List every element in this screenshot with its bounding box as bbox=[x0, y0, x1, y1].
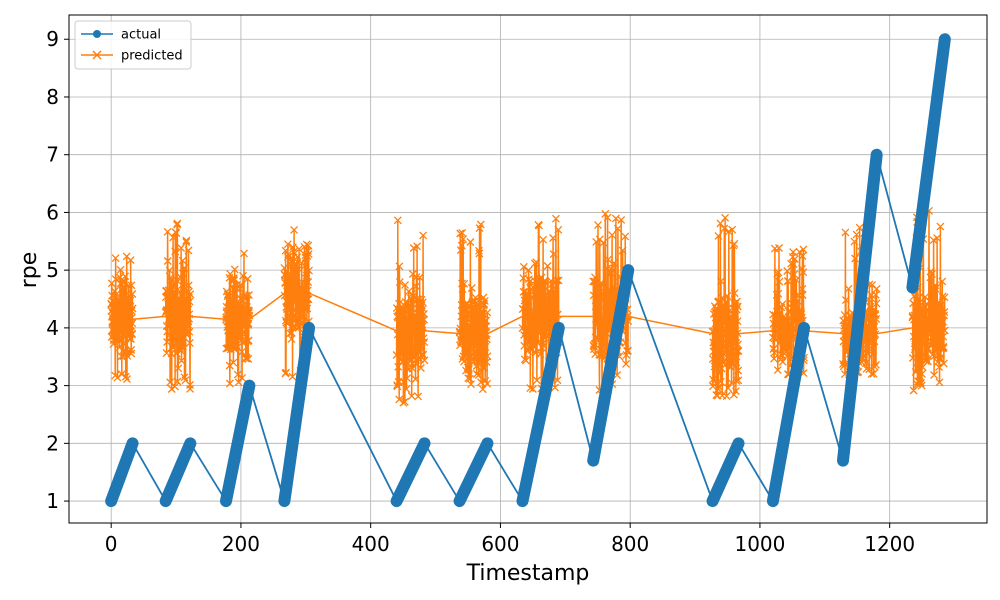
legend-marker-circle bbox=[93, 30, 101, 38]
actual-segment bbox=[766, 321, 811, 508]
series-actual bbox=[105, 33, 951, 508]
predicted-markers bbox=[280, 225, 313, 382]
actual-segment bbox=[516, 321, 565, 508]
predicted-markers bbox=[518, 214, 563, 399]
actual-segment bbox=[159, 437, 197, 508]
legend-label: predicted bbox=[121, 49, 183, 64]
ticks: 0 200 400 600 800 1000 1200 1 2 3 4 5 6 7 8 9 bbox=[46, 27, 915, 556]
predicted-connector bbox=[803, 330, 844, 335]
actual-segment bbox=[390, 437, 431, 508]
y-tick-label: 5 bbox=[46, 258, 59, 282]
actual-connector bbox=[627, 269, 714, 502]
actual-segment bbox=[105, 437, 139, 508]
predicted-markers bbox=[392, 216, 429, 407]
predicted-markers bbox=[107, 252, 137, 384]
actual-connector bbox=[423, 442, 461, 502]
actual-connector bbox=[557, 327, 595, 461]
actual-connector bbox=[737, 442, 774, 502]
actual-connector bbox=[248, 385, 286, 502]
legend-marker-x bbox=[92, 50, 102, 60]
y-tick-label: 1 bbox=[46, 489, 59, 513]
y-tick-label: 3 bbox=[46, 374, 59, 398]
predicted-connector bbox=[190, 315, 227, 320]
predicted-connector bbox=[487, 315, 523, 335]
predicted-connector bbox=[308, 292, 397, 332]
y-tick-label: 4 bbox=[46, 316, 59, 340]
legend-label: actual bbox=[121, 28, 161, 43]
y-tick-label: 6 bbox=[46, 200, 59, 224]
x-tick-label: 1200 bbox=[864, 532, 915, 556]
y-axis-label: rpe bbox=[17, 252, 42, 289]
actual-connector bbox=[803, 327, 844, 461]
y-tick-label: 9 bbox=[46, 27, 59, 51]
predicted-markers bbox=[161, 219, 195, 393]
actual-segment bbox=[836, 148, 883, 467]
x-tick-label: 800 bbox=[611, 532, 649, 556]
actual-connector bbox=[308, 327, 398, 502]
actual-segment bbox=[278, 321, 316, 508]
series-layer bbox=[105, 33, 951, 508]
actual-connector bbox=[486, 442, 524, 502]
actual-segment bbox=[587, 264, 635, 467]
actual-segment bbox=[220, 379, 256, 508]
x-tick-label: 1000 bbox=[734, 532, 785, 556]
x-tick-label: 600 bbox=[481, 532, 519, 556]
actual-segment bbox=[906, 33, 951, 294]
predicted-connector bbox=[738, 330, 773, 335]
x-tick-label: 400 bbox=[352, 532, 390, 556]
x-tick-label: 0 bbox=[105, 532, 118, 556]
x-axis-label: Timestamp bbox=[466, 561, 590, 586]
actual-connector bbox=[131, 442, 167, 502]
predicted-connector bbox=[628, 315, 713, 335]
y-tick-label: 8 bbox=[46, 85, 59, 109]
actual-connector bbox=[875, 154, 914, 288]
predicted-connector bbox=[248, 292, 285, 320]
actual-segment bbox=[706, 437, 745, 508]
predicted-markers bbox=[708, 213, 743, 400]
predicted-connector bbox=[876, 327, 913, 335]
y-tick-label: 2 bbox=[46, 431, 59, 455]
actual-connector bbox=[189, 442, 227, 502]
predicted-connector bbox=[132, 315, 166, 320]
actual-segment bbox=[453, 437, 494, 508]
y-tick-label: 7 bbox=[46, 143, 59, 167]
legend-box bbox=[74, 20, 192, 70]
legend: actual predicted bbox=[74, 20, 192, 70]
predicted-markers bbox=[455, 220, 492, 394]
plot-frame bbox=[68, 14, 988, 524]
x-tick-label: 200 bbox=[222, 532, 260, 556]
predicted-connector bbox=[424, 330, 460, 335]
predicted-markers bbox=[222, 249, 254, 388]
